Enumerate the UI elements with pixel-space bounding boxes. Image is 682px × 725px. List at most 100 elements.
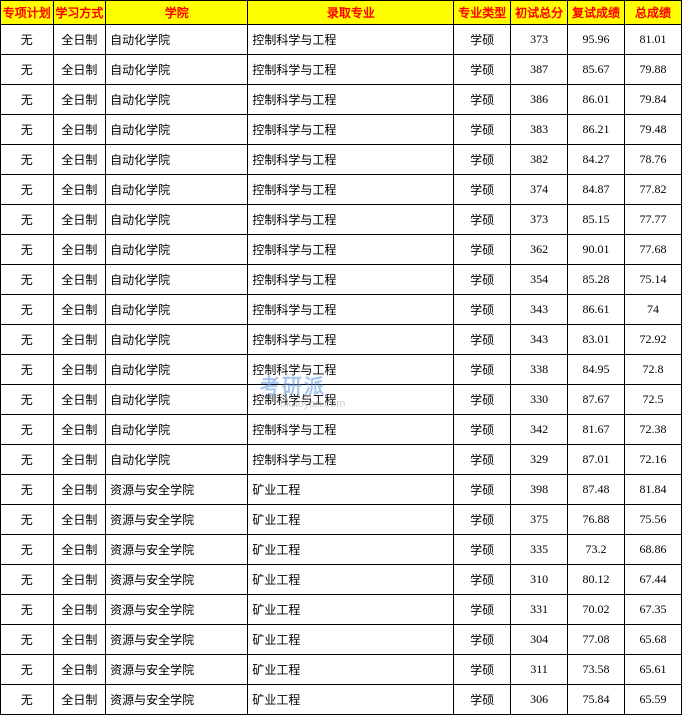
table-row: 无全日制资源与安全学院矿业工程学硕30675.8465.59	[1, 685, 682, 715]
col-header-college: 学院	[106, 1, 248, 25]
table-row: 无全日制自动化学院控制科学与工程学硕33884.9572.8	[1, 355, 682, 385]
cell-type: 学硕	[454, 145, 511, 175]
cell-total: 75.56	[625, 505, 682, 535]
cell-mode: 全日制	[53, 175, 106, 205]
cell-mode: 全日制	[53, 475, 106, 505]
cell-college: 自动化学院	[106, 25, 248, 55]
cell-major: 控制科学与工程	[248, 265, 454, 295]
cell-mode: 全日制	[53, 115, 106, 145]
table-row: 无全日制资源与安全学院矿业工程学硕30477.0865.68	[1, 625, 682, 655]
cell-retest: 77.08	[568, 625, 625, 655]
cell-type: 学硕	[454, 295, 511, 325]
cell-major: 控制科学与工程	[248, 415, 454, 445]
cell-major: 控制科学与工程	[248, 355, 454, 385]
cell-college: 自动化学院	[106, 295, 248, 325]
cell-retest: 87.01	[568, 445, 625, 475]
cell-total: 79.88	[625, 55, 682, 85]
table-row: 无全日制自动化学院控制科学与工程学硕38284.2778.76	[1, 145, 682, 175]
cell-total: 72.16	[625, 445, 682, 475]
cell-type: 学硕	[454, 115, 511, 145]
cell-college: 自动化学院	[106, 265, 248, 295]
cell-plan: 无	[1, 55, 54, 85]
table-row: 无全日制自动化学院控制科学与工程学硕32987.0172.16	[1, 445, 682, 475]
cell-major: 控制科学与工程	[248, 445, 454, 475]
cell-prelim: 382	[511, 145, 568, 175]
cell-college: 自动化学院	[106, 415, 248, 445]
cell-prelim: 338	[511, 355, 568, 385]
cell-retest: 73.58	[568, 655, 625, 685]
cell-plan: 无	[1, 505, 54, 535]
cell-prelim: 329	[511, 445, 568, 475]
cell-type: 学硕	[454, 535, 511, 565]
cell-plan: 无	[1, 235, 54, 265]
cell-retest: 85.15	[568, 205, 625, 235]
col-header-prelim: 初试总分	[511, 1, 568, 25]
cell-total: 79.48	[625, 115, 682, 145]
cell-mode: 全日制	[53, 325, 106, 355]
cell-plan: 无	[1, 625, 54, 655]
cell-college: 自动化学院	[106, 85, 248, 115]
table-row: 无全日制资源与安全学院矿业工程学硕37576.8875.56	[1, 505, 682, 535]
cell-major: 控制科学与工程	[248, 145, 454, 175]
col-header-retest: 复试成绩	[568, 1, 625, 25]
cell-total: 65.68	[625, 625, 682, 655]
cell-major: 控制科学与工程	[248, 295, 454, 325]
cell-plan: 无	[1, 385, 54, 415]
cell-college: 资源与安全学院	[106, 595, 248, 625]
cell-total: 65.61	[625, 655, 682, 685]
table-row: 无全日制资源与安全学院矿业工程学硕31173.5865.61	[1, 655, 682, 685]
cell-retest: 80.12	[568, 565, 625, 595]
cell-retest: 84.87	[568, 175, 625, 205]
cell-prelim: 387	[511, 55, 568, 85]
cell-total: 77.82	[625, 175, 682, 205]
cell-type: 学硕	[454, 475, 511, 505]
col-header-type: 专业类型	[454, 1, 511, 25]
table-row: 无全日制自动化学院控制科学与工程学硕38386.2179.48	[1, 115, 682, 145]
cell-plan: 无	[1, 415, 54, 445]
cell-retest: 86.61	[568, 295, 625, 325]
cell-mode: 全日制	[53, 565, 106, 595]
cell-mode: 全日制	[53, 595, 106, 625]
cell-mode: 全日制	[53, 25, 106, 55]
cell-total: 72.8	[625, 355, 682, 385]
cell-college: 自动化学院	[106, 55, 248, 85]
cell-prelim: 304	[511, 625, 568, 655]
cell-plan: 无	[1, 655, 54, 685]
cell-type: 学硕	[454, 685, 511, 715]
cell-total: 67.35	[625, 595, 682, 625]
cell-college: 资源与安全学院	[106, 625, 248, 655]
cell-major: 控制科学与工程	[248, 205, 454, 235]
cell-total: 68.86	[625, 535, 682, 565]
cell-plan: 无	[1, 25, 54, 55]
cell-plan: 无	[1, 85, 54, 115]
cell-prelim: 386	[511, 85, 568, 115]
table-body: 无全日制自动化学院控制科学与工程学硕37395.9681.01无全日制自动化学院…	[1, 25, 682, 715]
cell-prelim: 342	[511, 415, 568, 445]
cell-plan: 无	[1, 115, 54, 145]
cell-college: 自动化学院	[106, 115, 248, 145]
cell-major: 矿业工程	[248, 655, 454, 685]
cell-retest: 87.67	[568, 385, 625, 415]
cell-prelim: 373	[511, 205, 568, 235]
cell-total: 77.77	[625, 205, 682, 235]
table-row: 无全日制自动化学院控制科学与工程学硕34383.0172.92	[1, 325, 682, 355]
cell-major: 控制科学与工程	[248, 25, 454, 55]
col-header-plan: 专项计划	[1, 1, 54, 25]
cell-college: 资源与安全学院	[106, 535, 248, 565]
cell-type: 学硕	[454, 175, 511, 205]
admissions-table: 专项计划学习方式学院录取专业专业类型初试总分复试成绩总成绩 无全日制自动化学院控…	[0, 0, 682, 715]
cell-retest: 90.01	[568, 235, 625, 265]
cell-type: 学硕	[454, 85, 511, 115]
cell-major: 控制科学与工程	[248, 385, 454, 415]
table-row: 无全日制自动化学院控制科学与工程学硕33087.6772.5	[1, 385, 682, 415]
cell-major: 矿业工程	[248, 595, 454, 625]
cell-prelim: 383	[511, 115, 568, 145]
cell-mode: 全日制	[53, 445, 106, 475]
cell-major: 控制科学与工程	[248, 175, 454, 205]
cell-retest: 73.2	[568, 535, 625, 565]
col-header-major: 录取专业	[248, 1, 454, 25]
cell-retest: 84.27	[568, 145, 625, 175]
cell-plan: 无	[1, 595, 54, 625]
cell-plan: 无	[1, 535, 54, 565]
cell-plan: 无	[1, 265, 54, 295]
